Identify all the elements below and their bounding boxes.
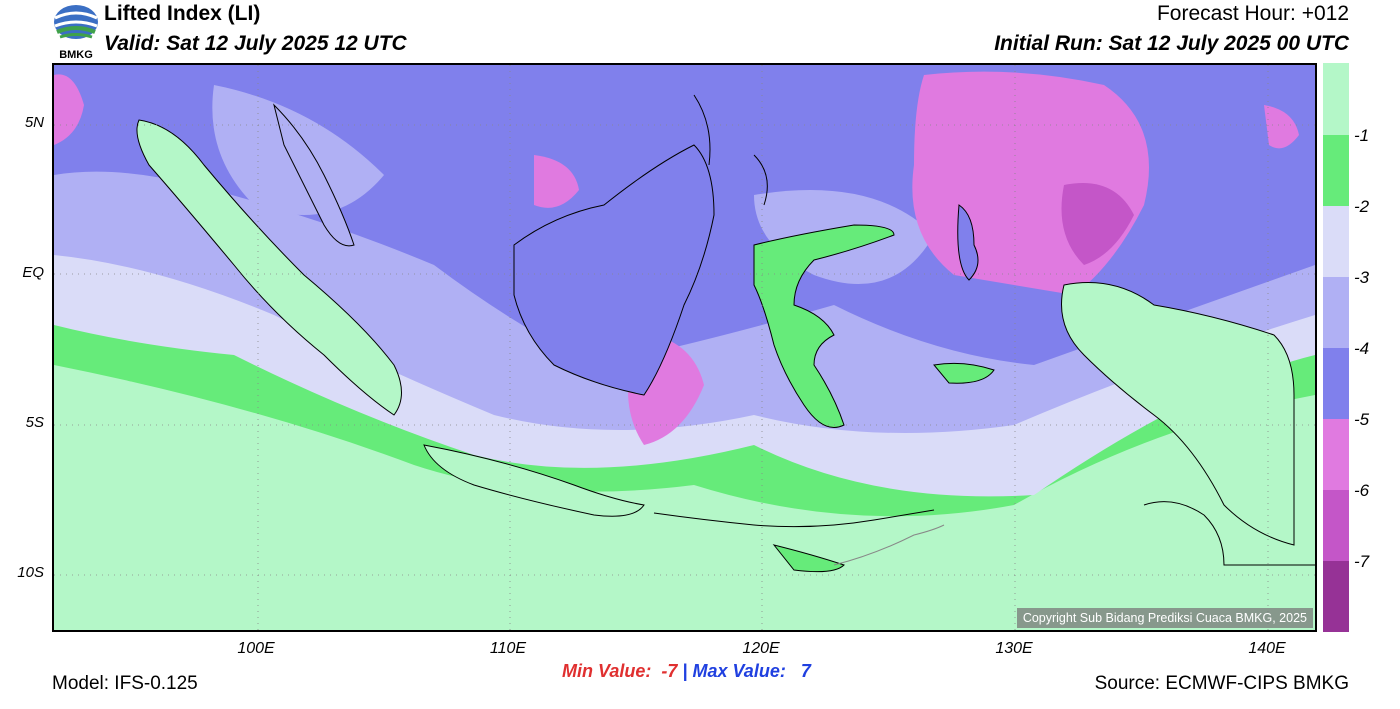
max-value: 7 (800, 661, 811, 681)
legend-swatch (1323, 348, 1349, 419)
chart-title: Lifted Index (LI) (104, 2, 261, 25)
legend-swatch (1323, 561, 1349, 632)
lon-label-140e: 140E (1248, 640, 1286, 657)
source-label: Source: ECMWF-CIPS BMKG (1094, 673, 1349, 694)
legend-swatch (1323, 277, 1349, 348)
bmkg-logo: BMKG (52, 2, 100, 61)
lon-label-120e: 120E (742, 640, 780, 657)
legend-label: -4 (1354, 339, 1370, 358)
legend-label: -6 (1354, 481, 1370, 500)
lat-label-10s: 10S (17, 564, 44, 581)
legend-label: -1 (1354, 126, 1370, 145)
legend-label: -3 (1354, 268, 1370, 287)
forecast-hour: Forecast Hour: +012 (1156, 2, 1349, 25)
legend-label: -5 (1354, 410, 1370, 429)
lifted-index-map: Copyright Sub Bidang Prediksi Cuaca BMKG… (52, 63, 1317, 632)
min-value: -7 (661, 661, 678, 681)
lat-label-5n: 5N (24, 114, 44, 131)
valid-time: Valid: Sat 12 July 2025 12 UTC (104, 32, 407, 55)
legend-label: -7 (1354, 552, 1370, 571)
legend-swatch (1323, 419, 1349, 490)
legend-swatch (1323, 135, 1349, 206)
logo-text: BMKG (59, 49, 93, 60)
copyright-label: Copyright Sub Bidang Prediksi Cuaca BMKG… (1016, 608, 1313, 628)
lon-label-110e: 110E (489, 640, 527, 657)
lon-label-130e: 130E (995, 640, 1033, 657)
separator: | (682, 661, 688, 681)
max-label: Max Value: (692, 661, 786, 681)
lon-label-100e: 100E (237, 640, 275, 657)
lat-label-5s: 5S (25, 414, 44, 431)
legend-swatch (1323, 63, 1349, 135)
color-legend (1323, 63, 1349, 632)
legend-swatch (1323, 206, 1349, 277)
lat-label-eq: EQ (22, 264, 44, 281)
legend-label: -2 (1354, 197, 1370, 216)
legend-swatch (1323, 490, 1349, 561)
initial-run: Initial Run: Sat 12 July 2025 00 UTC (994, 32, 1349, 55)
min-label: Min Value: (562, 661, 652, 681)
model-label: Model: IFS-0.125 (52, 673, 198, 694)
min-max-values: Min Value: -7 | Max Value: 7 (562, 661, 811, 682)
